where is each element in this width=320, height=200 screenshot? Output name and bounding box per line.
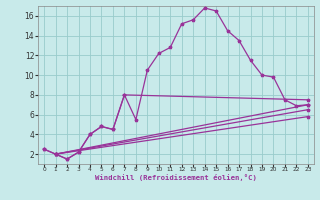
- X-axis label: Windchill (Refroidissement éolien,°C): Windchill (Refroidissement éolien,°C): [95, 174, 257, 181]
